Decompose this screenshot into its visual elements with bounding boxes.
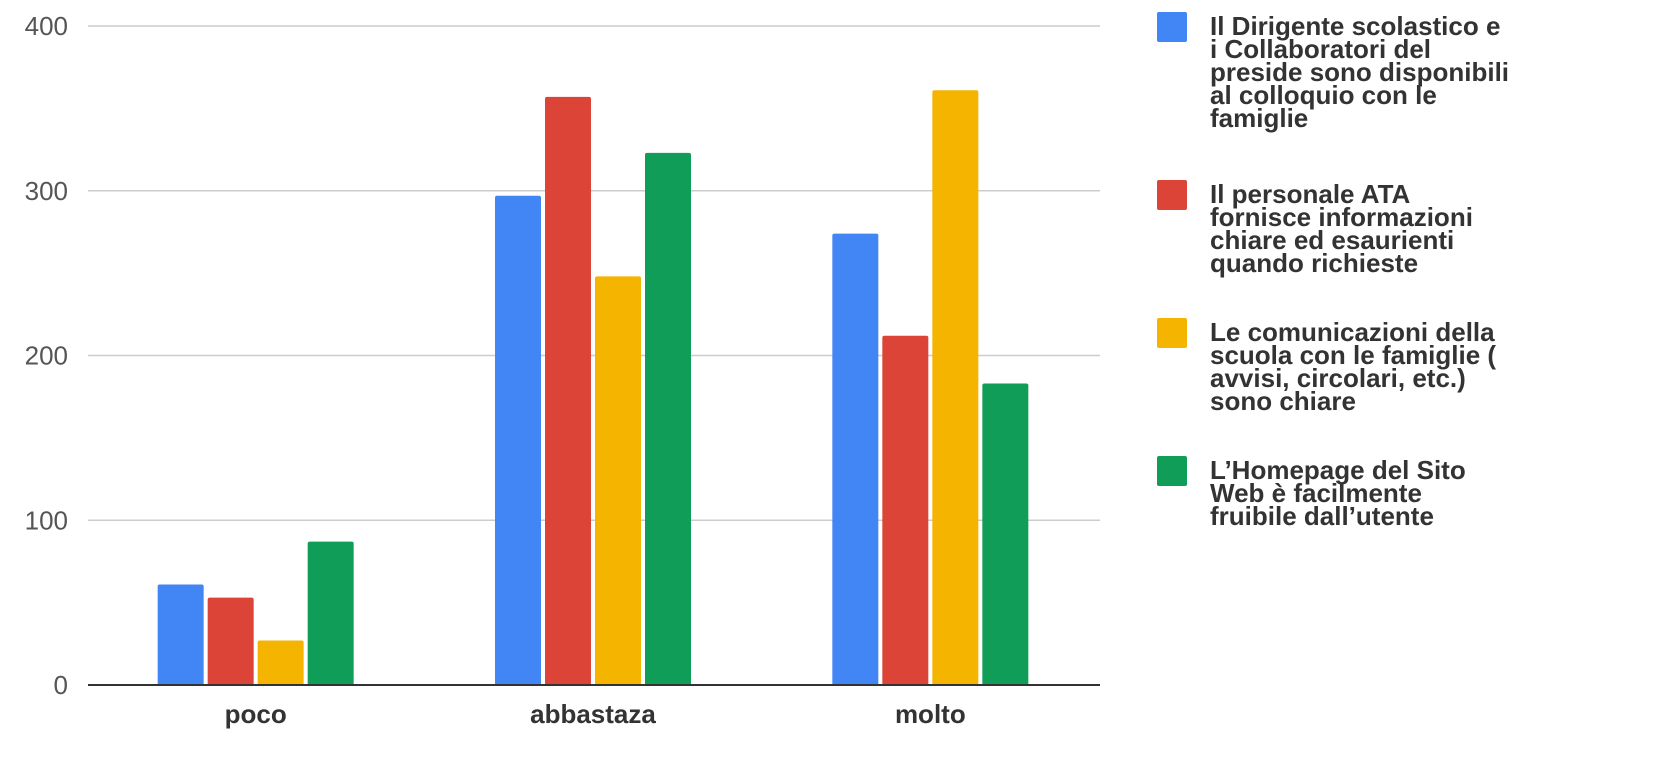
x-category-label: molto xyxy=(895,699,966,729)
bar-abbastaza-series-1 xyxy=(495,195,541,685)
legend-swatch xyxy=(1157,456,1187,486)
y-tick-label: 0 xyxy=(54,670,68,700)
legend-label-line: i Collaboratori del xyxy=(1210,34,1431,64)
legend-label-line: famiglie xyxy=(1210,103,1308,133)
legend-entry-1: Il Dirigente scolastico ei Collaboratori… xyxy=(1157,11,1509,133)
legend-label-line: fornisce informazioni xyxy=(1210,202,1473,232)
legend-label-line: sono chiare xyxy=(1210,386,1356,416)
bar-molto-series-3 xyxy=(932,90,979,685)
legend-label-line: al colloquio con le xyxy=(1210,80,1437,110)
legend-label-line: Il Dirigente scolastico e xyxy=(1210,11,1500,41)
bar-molto-series-2 xyxy=(882,335,929,685)
legend-label-line: avvisi, circolari, etc.) xyxy=(1210,363,1466,393)
bar-poco-series-1 xyxy=(157,584,204,685)
bar-abbastaza-series-3 xyxy=(595,276,641,685)
bars xyxy=(157,90,1029,686)
legend-label-line: preside sono disponibili xyxy=(1210,57,1509,87)
bar-abbastaza-series-2 xyxy=(545,96,591,685)
x-category-label: abbastaza xyxy=(530,699,656,729)
legend-label-line: L’Homepage del Sito xyxy=(1210,455,1466,485)
bar-poco-series-2 xyxy=(207,597,254,685)
legend-label-line: Il personale ATA xyxy=(1210,179,1411,209)
gridlines xyxy=(88,25,1100,521)
bar-poco-series-4 xyxy=(307,541,354,685)
legend-label-line: chiare ed esaurienti xyxy=(1210,225,1454,255)
legend-label-line: fruibile dall’utente xyxy=(1210,501,1434,531)
y-tick-label: 400 xyxy=(25,11,68,41)
y-tick-label: 300 xyxy=(25,176,68,206)
legend: Il Dirigente scolastico ei Collaboratori… xyxy=(1157,11,1509,531)
legend-swatch xyxy=(1157,180,1187,210)
legend-swatch xyxy=(1157,12,1187,42)
bar-abbastaza-series-4 xyxy=(645,152,691,686)
bar-poco-series-3 xyxy=(257,640,304,685)
legend-label-line: Le comunicazioni della xyxy=(1210,317,1495,347)
bar-molto-series-1 xyxy=(832,233,879,685)
y-tick-label: 100 xyxy=(25,505,68,535)
y-axis-tick-labels: 0 100 200 300 400 xyxy=(25,11,68,700)
legend-label-line: Web è facilmente xyxy=(1210,478,1422,508)
y-tick-label: 200 xyxy=(25,341,68,371)
x-axis-category-labels: poco abbastaza molto xyxy=(225,699,966,729)
legend-swatch xyxy=(1157,318,1187,348)
legend-label-line: quando richieste xyxy=(1210,248,1418,278)
x-category-label: poco xyxy=(225,699,287,729)
legend-label-line: scuola con le famiglie ( xyxy=(1210,340,1496,370)
bar-molto-series-4 xyxy=(982,383,1029,685)
